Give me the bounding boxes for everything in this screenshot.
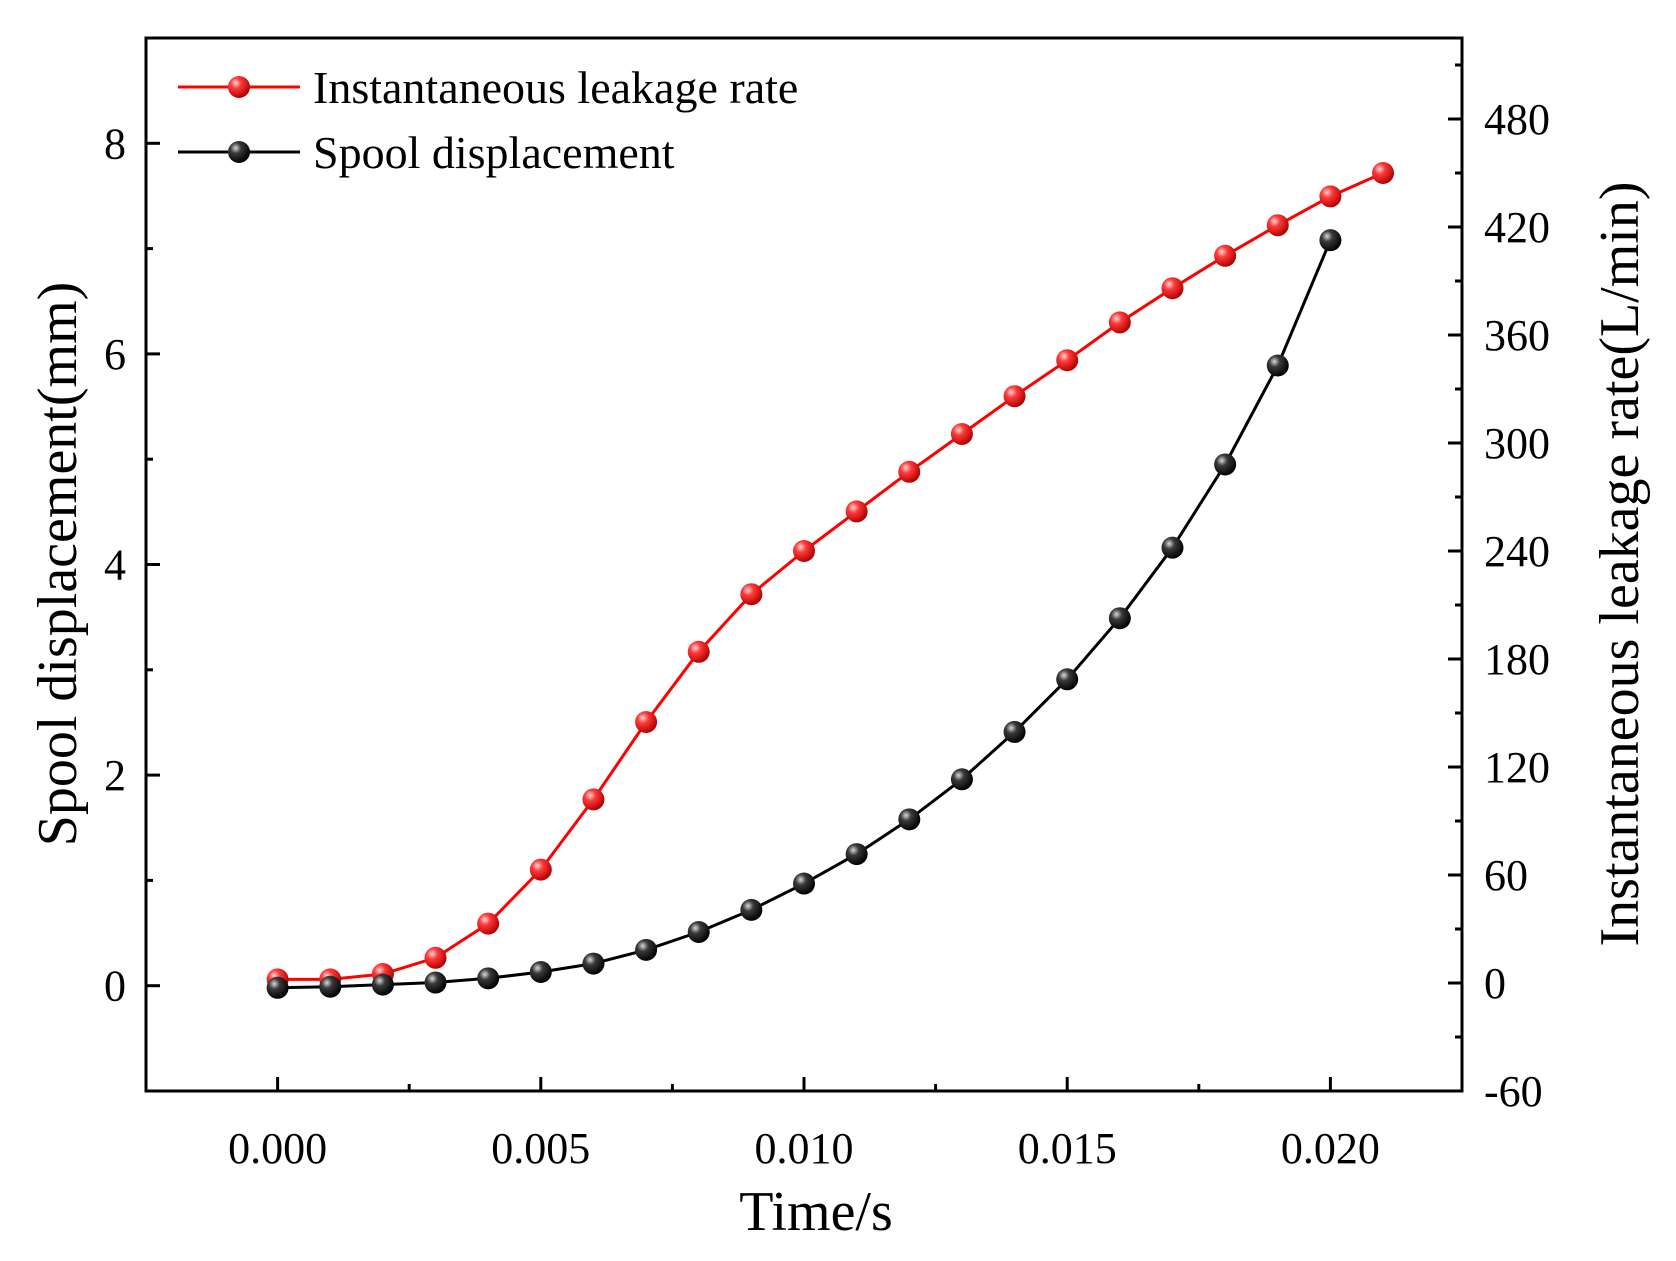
data-point-leakage [1214, 244, 1237, 267]
data-point-spool [1161, 536, 1184, 559]
data-point-spool [371, 973, 394, 996]
x-axis-title: Time/s [739, 1181, 893, 1243]
data-point-leakage [529, 858, 552, 881]
data-point-spool [1214, 453, 1237, 476]
data-point-spool [898, 808, 921, 831]
data-point-spool [950, 768, 973, 791]
data-point-leakage [1161, 277, 1184, 300]
right-tick-label: 360 [1484, 311, 1550, 360]
data-point-spool [1056, 668, 1079, 691]
data-point-spool [319, 975, 342, 998]
data-point-leakage [898, 460, 921, 483]
left-tick-label: 4 [104, 541, 126, 590]
x-tick-label: 0.020 [1281, 1124, 1380, 1173]
legend-label-spool: Spool displacement [313, 127, 675, 178]
data-point-leakage [1108, 311, 1131, 334]
data-point-leakage [1372, 162, 1395, 184]
legend-marker-leakage [228, 76, 250, 98]
x-axis-ticks: 0.000 0.005 0.010 0.015 0.020 [144, 1077, 1464, 1173]
data-point-leakage [1319, 185, 1342, 208]
x-tick-label: 0.000 [228, 1124, 327, 1173]
right-axis-ticks: -60 0 60 120 180 240 300 360 420 480 [1448, 63, 1550, 1116]
right-axis-title: Instantaneous leakage rate(L/min) [1589, 182, 1651, 947]
x-tick-label: 0.010 [755, 1124, 854, 1173]
right-tick-label: 420 [1484, 203, 1550, 252]
data-point-spool [1003, 720, 1026, 743]
data-point-leakage [1003, 385, 1026, 408]
data-point-leakage [845, 500, 868, 523]
data-point-leakage [477, 912, 500, 935]
data-point-spool [635, 938, 658, 961]
series-layer [266, 162, 1395, 999]
right-tick-label: 0 [1484, 959, 1506, 1008]
data-point-leakage [1056, 349, 1079, 372]
x-tick-label: 0.005 [491, 1124, 590, 1173]
legend: Instantaneous leakage rate Spool displac… [178, 62, 798, 178]
left-axis-title: Spool displacement(mm) [27, 282, 89, 847]
right-tick-label: 300 [1484, 419, 1550, 468]
plot-frame [144, 36, 1464, 1093]
legend-marker-spool [228, 141, 250, 163]
x-tick-label: 0.015 [1018, 1124, 1117, 1173]
left-tick-label: 2 [104, 751, 126, 800]
right-tick-label: 240 [1484, 527, 1550, 576]
data-point-spool [1266, 354, 1289, 377]
data-point-spool [424, 971, 447, 994]
legend-label-leakage: Instantaneous leakage rate [313, 62, 798, 113]
right-tick-label: 120 [1484, 743, 1550, 792]
right-tick-label: 480 [1484, 95, 1550, 144]
data-point-spool [740, 898, 763, 921]
right-tick-label: -60 [1484, 1067, 1543, 1116]
data-point-spool [529, 961, 552, 984]
data-point-spool [477, 967, 500, 990]
data-point-leakage [1266, 214, 1289, 237]
data-point-leakage [424, 946, 447, 969]
data-point-leakage [635, 711, 658, 733]
left-axis-ticks: 0 2 4 6 8 [104, 36, 160, 1093]
data-point-spool [845, 843, 868, 866]
data-point-spool [1108, 607, 1131, 630]
right-tick-label: 60 [1484, 851, 1528, 900]
right-tick-label: 180 [1484, 635, 1550, 684]
data-point-leakage [950, 423, 973, 445]
data-point-spool [582, 952, 605, 975]
data-point-leakage [793, 540, 815, 562]
data-point-spool [687, 920, 710, 943]
data-point-spool [266, 976, 289, 999]
left-tick-label: 6 [104, 330, 126, 379]
data-point-leakage [582, 788, 605, 811]
left-tick-label: 0 [104, 962, 126, 1011]
series-line-leakage [277, 171, 1384, 981]
data-point-leakage [687, 640, 710, 663]
left-tick-label: 8 [104, 119, 126, 168]
data-point-leakage [740, 583, 763, 606]
data-point-spool [1319, 229, 1342, 252]
data-point-spool [793, 872, 815, 895]
